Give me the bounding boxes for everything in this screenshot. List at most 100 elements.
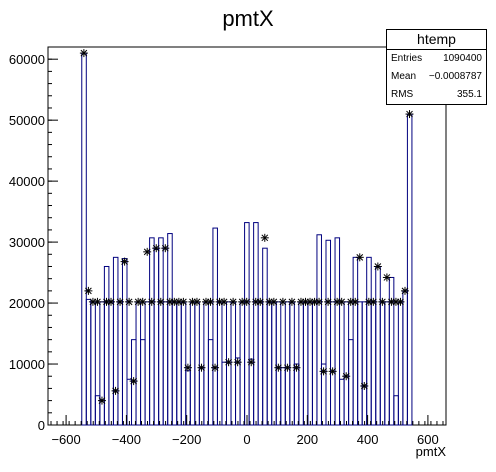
data-marker — [111, 386, 120, 395]
data-marker — [382, 273, 391, 282]
stats-row-mean: Mean −0.0008787 — [387, 68, 486, 86]
stats-title: htemp — [387, 30, 486, 50]
data-marker — [292, 363, 301, 372]
histogram-bin — [393, 395, 399, 426]
stats-label: Entries — [391, 53, 423, 64]
histogram-bin — [244, 222, 250, 426]
histogram-bin — [216, 301, 223, 426]
y-tick-label: 50000 — [9, 113, 45, 128]
data-marker — [369, 297, 378, 306]
histogram-bin — [176, 301, 182, 426]
data-markers — [79, 49, 414, 405]
histogram-bin — [370, 301, 377, 426]
data-marker — [233, 358, 242, 367]
histogram-bin — [135, 301, 142, 426]
x-axis-label: pmtX — [416, 444, 447, 459]
stats-value: 355.1 — [456, 89, 482, 100]
data-marker — [220, 297, 229, 306]
data-marker — [274, 363, 283, 372]
histogram-bin — [235, 357, 241, 426]
data-marker — [283, 363, 292, 372]
data-marker — [152, 244, 161, 253]
histogram-bin — [121, 258, 128, 426]
histogram-bin — [140, 339, 146, 426]
histogram-bin — [158, 237, 164, 426]
histogram-bin — [397, 301, 404, 426]
data-marker — [229, 297, 238, 306]
histogram-bin — [257, 301, 264, 426]
data-marker — [179, 297, 188, 306]
stats-value: −0.0008787 — [428, 71, 482, 82]
histogram-bin — [117, 301, 123, 426]
data-marker — [337, 297, 346, 306]
y-tick-label: 30000 — [9, 235, 45, 250]
histogram-bin — [352, 256, 359, 426]
histogram-bin — [90, 301, 96, 426]
data-marker — [324, 297, 333, 306]
histogram-bin — [357, 301, 363, 426]
stats-box: htemp Entries 1090400 Mean −0.0008787 RM… — [386, 29, 487, 105]
histogram-bin — [293, 363, 300, 426]
histogram-bin — [343, 301, 350, 426]
data-marker — [143, 247, 152, 256]
stats-label: Mean — [391, 71, 417, 82]
histogram-bin — [126, 378, 133, 426]
x-tick-label: 0 — [243, 432, 250, 447]
data-marker — [79, 49, 88, 58]
x-tick-label: −200 — [172, 432, 201, 447]
histogram-bin — [334, 237, 341, 426]
data-marker — [120, 257, 129, 266]
stats-row-entries: Entries 1090400 — [387, 50, 486, 68]
histogram-bin — [284, 301, 291, 426]
x-axis: −600 −400 −200 0 200 400 600 — [50, 415, 444, 447]
x-tick-label: −600 — [51, 432, 80, 447]
data-marker — [342, 372, 351, 381]
histogram-bin — [144, 301, 151, 426]
data-marker — [129, 377, 138, 386]
data-marker — [287, 297, 296, 306]
histogram-bin — [253, 222, 259, 426]
x-tick-label: 200 — [296, 432, 318, 447]
histogram-bin — [289, 301, 295, 426]
histogram-bin — [212, 227, 218, 426]
histogram-bin — [406, 113, 413, 426]
histogram-bin — [361, 301, 368, 426]
histogram-bin — [167, 233, 173, 426]
data-marker — [373, 262, 382, 271]
histogram-bins — [81, 52, 413, 426]
histogram-bin — [375, 265, 381, 426]
histogram-bin — [189, 301, 196, 426]
histogram-bin — [203, 301, 209, 426]
histogram-bin — [262, 247, 268, 426]
histogram-bin — [402, 290, 408, 426]
x-tick-label: 600 — [417, 432, 439, 447]
data-marker — [224, 358, 233, 367]
data-marker — [116, 297, 125, 306]
x-tick-label: 400 — [357, 432, 379, 447]
data-marker — [355, 253, 364, 262]
histogram-bin — [149, 237, 155, 426]
histogram-bin — [194, 301, 200, 426]
histogram-bin — [180, 301, 187, 426]
data-marker — [328, 367, 337, 376]
histogram-bin — [384, 301, 390, 426]
y-tick-label: 0 — [38, 418, 45, 433]
stats-value: 1090400 — [443, 53, 482, 64]
data-marker — [156, 297, 165, 306]
data-marker — [138, 297, 147, 306]
histogram-bin — [239, 301, 246, 426]
stats-label: RMS — [391, 89, 414, 100]
histogram-bin — [112, 256, 119, 426]
data-marker — [378, 297, 387, 306]
histogram-bin — [221, 361, 227, 426]
histogram-bin — [302, 301, 309, 426]
histogram-bin — [298, 301, 304, 426]
histogram-bin — [307, 301, 313, 426]
histogram-bin — [230, 301, 237, 426]
histogram-bin — [280, 367, 286, 426]
data-marker — [269, 297, 278, 306]
histogram-bin — [99, 301, 105, 426]
data-marker — [197, 363, 206, 372]
data-marker — [93, 297, 102, 306]
